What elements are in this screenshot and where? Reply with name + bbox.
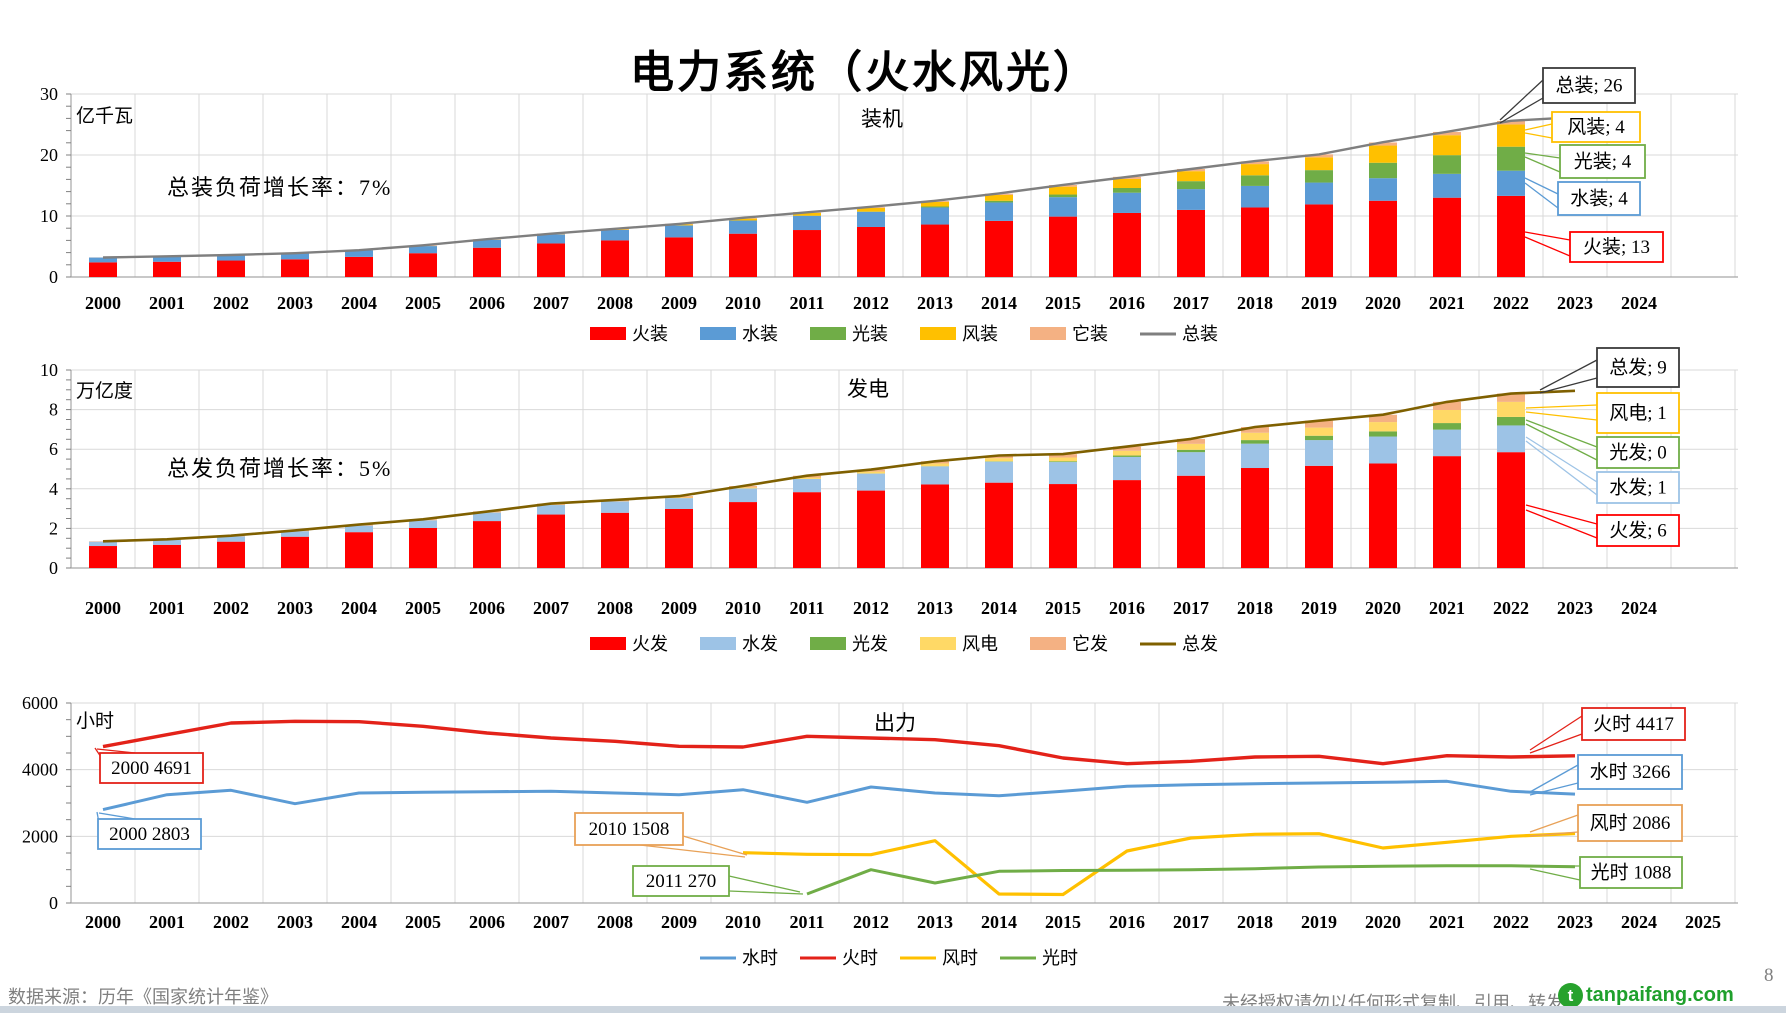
tanpaifang-logo-icon: t [1558,983,1583,1008]
svg-text:2014: 2014 [981,912,1017,932]
svg-text:2013: 2013 [917,912,953,932]
svg-text:2023: 2023 [1557,912,1593,932]
brand-logo: t tanpaifang.com [1558,983,1734,1008]
chart-texts: 出力 小时 [76,710,916,735]
line-光时 [807,866,1575,894]
svg-text:4000: 4000 [22,760,58,780]
svg-text:2015: 2015 [1045,912,1081,932]
svg-text:2004: 2004 [341,912,377,932]
svg-text:2016: 2016 [1109,912,1145,932]
brand-name: tanpaifang.com [1586,984,1734,1007]
callout-label: 2010 1508 [589,819,670,840]
svg-text:0: 0 [49,893,58,913]
axis-unit-label: 小时 [76,710,114,732]
svg-text:2006: 2006 [469,912,505,932]
svg-text:2007: 2007 [533,912,569,932]
svg-text:6000: 6000 [22,693,58,713]
svg-text:2011: 2011 [789,912,824,932]
svg-text:2009: 2009 [661,912,697,932]
callout-label: 2000 4691 [111,758,192,779]
legend-label: 火时 [842,948,878,968]
svg-text:2019: 2019 [1301,912,1337,932]
svg-text:2005: 2005 [405,912,441,932]
callout-label: 2000 2803 [109,824,190,845]
axis-labels: 0 2000 4000 6000 2000 2001 2002 2003 2004 2005 200… [22,693,1721,932]
legend-label: 光时 [1042,948,1078,968]
svg-text:2010: 2010 [725,912,761,932]
svg-text:2021: 2021 [1429,912,1465,932]
callout-label: 火时 4417 [1593,713,1674,735]
page-number: 8 [1764,965,1774,987]
svg-text:2022: 2022 [1493,912,1529,932]
svg-text:2020: 2020 [1365,912,1401,932]
callout-label: 水时 3266 [1590,761,1671,783]
legend: 水时 火时 风时 光时 [700,948,1078,968]
svg-text:2008: 2008 [597,912,633,932]
svg-text:2017: 2017 [1173,912,1209,932]
svg-text:2002: 2002 [213,912,249,932]
legend-label: 风时 [942,948,978,968]
callout-label: 2011 270 [646,871,717,892]
svg-text:2001: 2001 [149,912,185,932]
bottom-strip [0,1006,1786,1013]
callouts: 火时 4417 水时 3266 风时 2086 光时 1088 2000 4691 200… [95,708,1685,896]
callout-label: 光时 1088 [1591,862,1672,884]
legend-label: 水时 [742,948,778,968]
svg-text:2025: 2025 [1685,912,1721,932]
svg-text:2003: 2003 [277,912,313,932]
chart-title: 出力 [874,711,916,735]
svg-text:2000: 2000 [22,826,58,846]
svg-text:2000: 2000 [85,912,121,932]
svg-text:2018: 2018 [1237,912,1273,932]
page-footer: 数据来源：历年《国家统计年鉴》 未经授权请勿以任何形式复制、引用、转发 t ta… [0,975,1786,1006]
callout-label: 风时 2086 [1590,812,1671,834]
svg-text:2012: 2012 [853,912,889,932]
svg-text:2024: 2024 [1621,912,1657,932]
